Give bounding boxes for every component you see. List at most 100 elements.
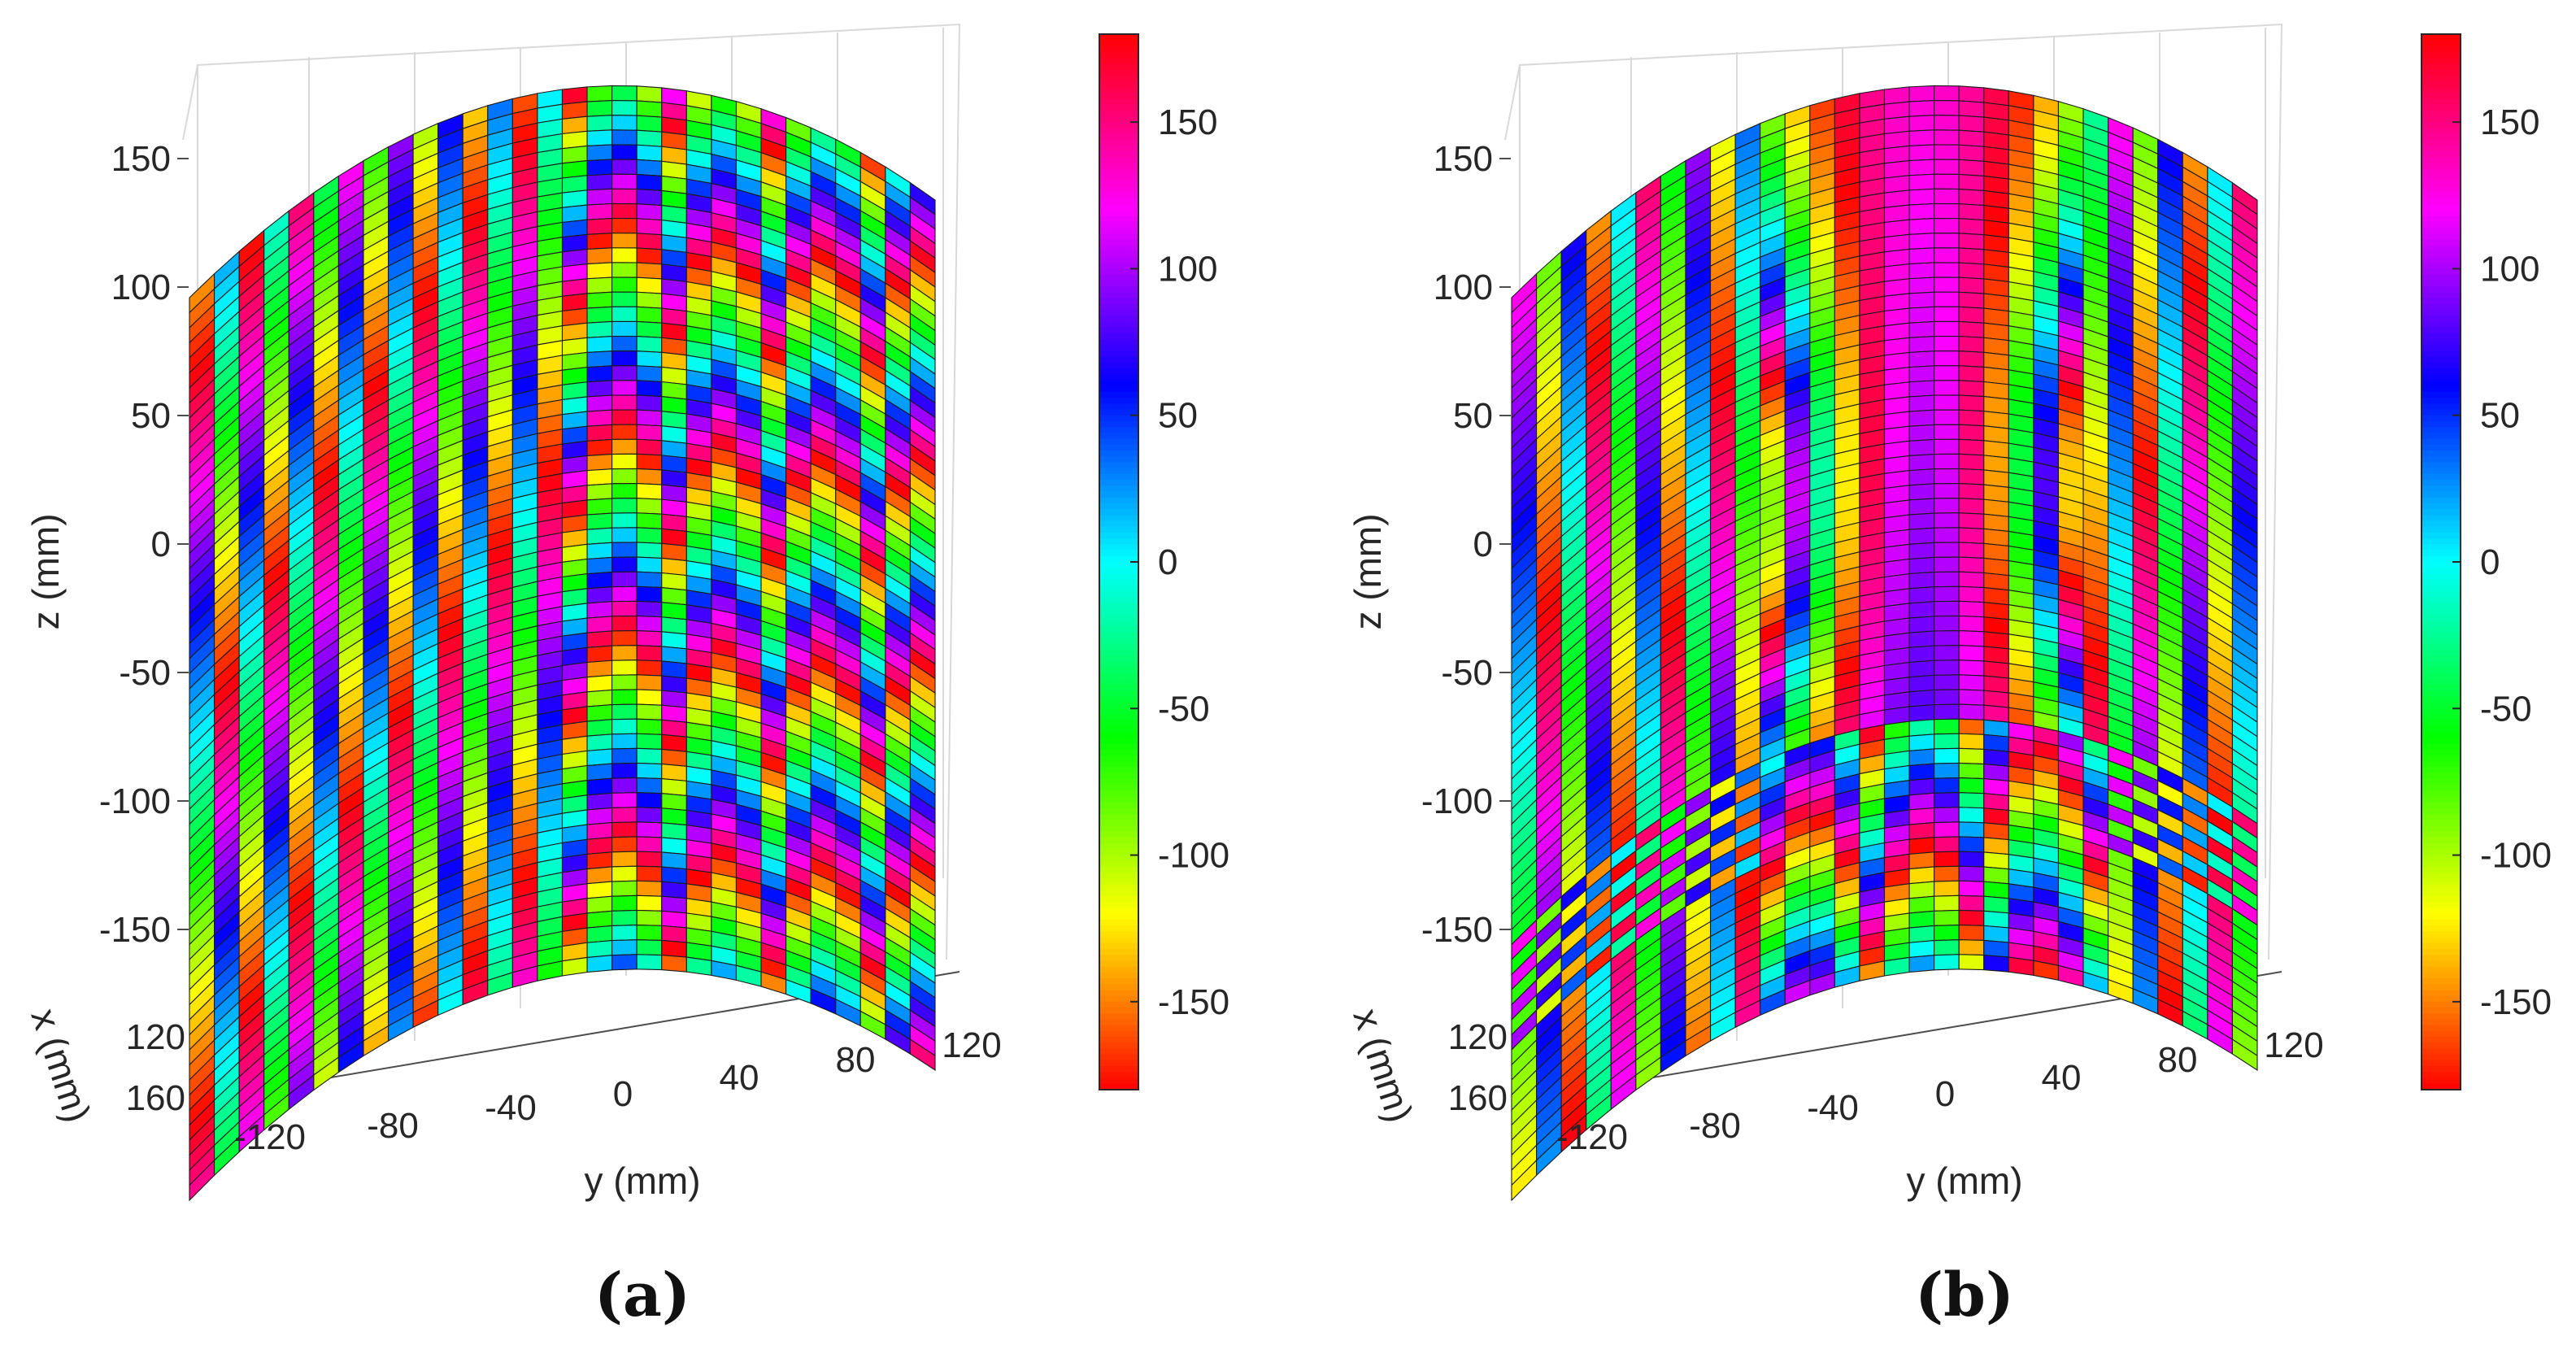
- colorbar-segment: [1099, 931, 1138, 938]
- surface-patch: [1958, 851, 1985, 868]
- surface-patch: [1934, 129, 1960, 146]
- surface-patch: [1908, 645, 1935, 664]
- surface-patch: [1883, 956, 1910, 977]
- surface-patch: [1958, 836, 1985, 853]
- surface-patch: [1908, 881, 1935, 899]
- colorbar-segment: [1099, 603, 1138, 610]
- colorbar-segment: [1099, 438, 1138, 446]
- colorbar-segment: [1099, 280, 1138, 288]
- colorbar-segment: [2422, 837, 2461, 845]
- surface-patch: [1934, 762, 1960, 779]
- colorbar-segment: [1099, 503, 1138, 511]
- colorbar-segment: [2422, 263, 2461, 270]
- surface-patch: [1908, 866, 1935, 885]
- surface-patch: [586, 645, 613, 664]
- colorbar-segment: [2422, 1037, 2461, 1044]
- surface-patch: [1983, 763, 2009, 781]
- colorbar-segment: [1099, 825, 1138, 833]
- colorbar-segment: [2422, 579, 2461, 586]
- colorbar-segment: [2422, 626, 2461, 633]
- surface-patch: [636, 659, 663, 677]
- colorbar-segment: [1099, 638, 1138, 645]
- surface-patch: [1908, 955, 1935, 973]
- surface-patch: [611, 659, 637, 676]
- surface-patch: [909, 1038, 936, 1072]
- colorbar-segment: [1099, 720, 1138, 727]
- surface-patch: [586, 85, 613, 102]
- colorbar-segment: [1099, 520, 1138, 528]
- surface-patch: [586, 144, 613, 162]
- colorbar-segment: [1099, 268, 1138, 276]
- colorbar-segment: [1099, 526, 1138, 533]
- colorbar-segment: [2422, 532, 2461, 540]
- colorbar-segment: [1099, 820, 1138, 827]
- surface-patch: [1908, 115, 1935, 132]
- surface-patch: [586, 247, 613, 265]
- colorbar-segment: [2422, 667, 2461, 675]
- y-tick-label: 40: [720, 1058, 759, 1098]
- colorbar-segment: [2422, 1042, 2461, 1050]
- surface-patch: [1983, 910, 2009, 929]
- colorbar-segment: [2422, 855, 2461, 862]
- surface-patch: [1908, 542, 1935, 560]
- y-tick-label: -120: [234, 1117, 306, 1157]
- surface-patch: [1934, 350, 1960, 367]
- z-tick-label: 100: [1434, 268, 1493, 307]
- colorbar-segment: [1099, 462, 1138, 469]
- colorbar-segment: [1099, 444, 1138, 451]
- surface-patch: [1983, 807, 2009, 826]
- colorbar-segment: [1099, 69, 1138, 76]
- colorbar-segment: [2422, 643, 2461, 651]
- surface-patch: [661, 748, 687, 767]
- colorbar-segment: [1099, 1072, 1138, 1079]
- surface-patch: [1908, 218, 1935, 235]
- colorbar-segment: [2422, 204, 2461, 211]
- surface-patch: [1908, 394, 1935, 412]
- colorbar-segment: [2422, 338, 2461, 346]
- colorbar-segment: [2422, 316, 2461, 323]
- surface-patch: [636, 453, 663, 471]
- colorbar-segment: [1099, 673, 1138, 681]
- surface-patch: [1908, 350, 1935, 368]
- colorbar-segment: [2422, 139, 2461, 147]
- colorbar-segment: [2422, 1060, 2461, 1068]
- colorbar-segment: [1099, 761, 1138, 768]
- surface-patch: [586, 159, 613, 176]
- colorbar-segment: [2422, 608, 2461, 616]
- surface-patch: [636, 85, 663, 103]
- z-tick-label: -50: [119, 653, 171, 693]
- colorbar-segment: [2422, 1072, 2461, 1079]
- surface-patch: [1958, 306, 1985, 324]
- colorbar-segment: [1099, 837, 1138, 845]
- surface-patch: [611, 188, 637, 205]
- colorbar-segment: [1099, 755, 1138, 763]
- colorbar-segment: [1099, 221, 1138, 229]
- surface-patch: [586, 291, 613, 309]
- surface-patch: [636, 777, 663, 794]
- surface-patch: [661, 793, 687, 812]
- surface-patch: [611, 218, 637, 234]
- surface-patch: [611, 350, 637, 367]
- colorbar-segment: [1099, 696, 1138, 704]
- colorbar-segment: [1099, 925, 1138, 933]
- z-tick-label: 150: [1434, 139, 1493, 179]
- surface-patch: [1908, 202, 1935, 220]
- colorbar-segment: [1099, 942, 1138, 950]
- colorbar-segment: [2422, 192, 2461, 199]
- colorbar-segment: [1099, 350, 1138, 358]
- surface-patch: [1983, 704, 2009, 723]
- colorbar-segment: [1099, 380, 1138, 387]
- colorbar-segment: [2422, 385, 2461, 393]
- surface-patch: [1958, 276, 1985, 294]
- colorbar-segment: [2422, 843, 2461, 851]
- colorbar-segment: [1099, 168, 1138, 176]
- surface-patch: [1934, 924, 1960, 942]
- colorbar-segment: [2422, 990, 2461, 997]
- surface-patch: [636, 159, 663, 176]
- colorbar-segment: [2422, 873, 2461, 880]
- surface-patch: [1958, 629, 1985, 647]
- surface-patch: [636, 880, 663, 897]
- surface-patch: [586, 100, 613, 117]
- colorbar-segment: [2422, 110, 2461, 117]
- colorbar-tick-label: -100: [2480, 836, 2552, 876]
